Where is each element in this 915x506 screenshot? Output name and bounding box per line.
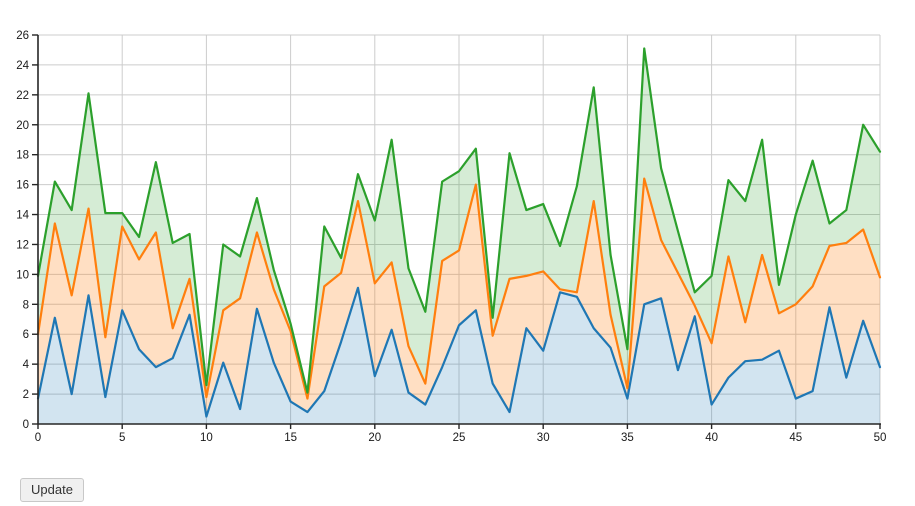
x-tick-label: 45 <box>789 432 802 444</box>
x-tick-label: 35 <box>621 432 634 444</box>
y-tick-label: 14 <box>16 210 29 222</box>
y-tick-label: 0 <box>23 419 29 431</box>
y-tick-label: 8 <box>23 299 29 311</box>
y-tick-label: 10 <box>16 269 29 281</box>
x-tick-label: 30 <box>537 432 550 444</box>
series-green-area <box>38 48 880 399</box>
series-blue-area <box>38 287 880 424</box>
y-tick-label: 26 <box>16 30 29 42</box>
update-button[interactable]: Update <box>20 478 84 502</box>
x-tick-label: 0 <box>35 432 41 444</box>
x-tick-label: 10 <box>200 432 213 444</box>
x-tick-label: 25 <box>453 432 466 444</box>
y-tick-label: 2 <box>23 389 29 401</box>
y-tick-label: 18 <box>16 150 29 162</box>
y-tick-label: 16 <box>16 180 29 192</box>
series-orange-line <box>36 177 882 400</box>
x-tick-label: 15 <box>284 432 297 444</box>
x-tick-label: 20 <box>368 432 381 444</box>
y-tick-label: 24 <box>16 60 29 72</box>
series-green-line <box>36 47 882 394</box>
stacked-area-chart: 0 2 4 6 8 10 12 14 16 18 20 22 24 26 0 5 10 15 20 25 30 35 40 4… <box>16 30 887 444</box>
y-tick-label: 4 <box>23 359 30 371</box>
y-tick-label: 22 <box>16 90 29 102</box>
y-tick-label: 20 <box>16 120 29 132</box>
x-tick-label: 5 <box>119 432 125 444</box>
y-tick-label: 12 <box>16 239 29 251</box>
series-blue-line <box>36 286 882 418</box>
y-tick-label: 6 <box>23 329 29 341</box>
x-tick-label: 40 <box>705 432 718 444</box>
x-tick-label: 50 <box>874 432 887 444</box>
